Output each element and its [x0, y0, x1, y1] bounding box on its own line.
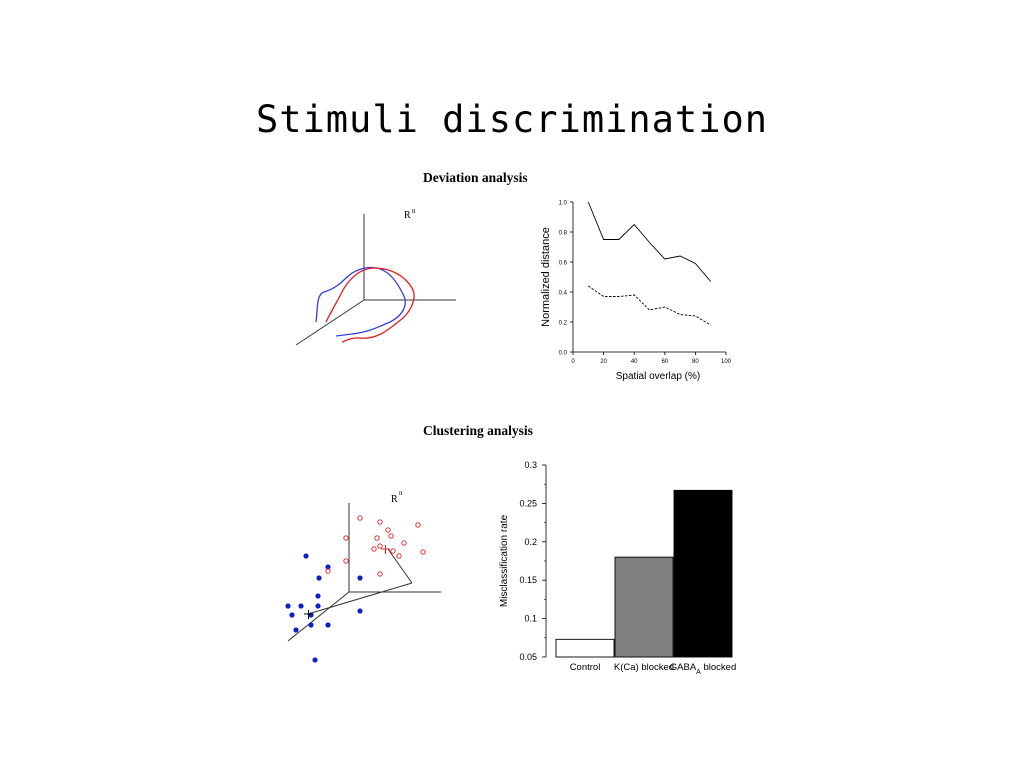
- blue-cluster-point: [357, 575, 363, 581]
- blue-cluster-point: [325, 622, 331, 628]
- clustering-analysis-title: Clustering analysis: [423, 423, 533, 438]
- cluster-axes: [287, 503, 441, 642]
- red-cluster-point: [357, 515, 363, 521]
- blue-cluster-point: [285, 603, 291, 609]
- solid-series-line: [587, 201, 712, 282]
- red-cluster-point: [374, 535, 380, 541]
- red-cluster-point: [385, 527, 391, 533]
- red-cluster-point: [377, 519, 383, 525]
- trajectory-space-superscript: n: [412, 207, 416, 215]
- line-chart-x-tick-label: 100: [721, 359, 732, 365]
- bar-chart-y-tick-label: 0.15: [519, 575, 537, 585]
- red-cluster-point: [377, 543, 383, 549]
- bar-chart-y-tick-label: 0.1: [524, 614, 537, 624]
- blue-cluster-point: [312, 657, 318, 663]
- deviation-analysis-title: Deviation analysis: [423, 170, 528, 185]
- line-chart-x-tick-label: 80: [692, 359, 699, 365]
- cluster-diagram: R n: [285, 489, 441, 663]
- red-cluster-point: [415, 522, 421, 528]
- slide-title: Stimuli discrimination: [255, 98, 769, 141]
- bar-category-label: GABAA blocked: [670, 662, 736, 676]
- blue-cluster-point: [308, 612, 314, 618]
- line-chart-x-axis-label: Spatial overlap (%): [616, 371, 700, 382]
- line-chart-y-tick-label: 0.6: [559, 261, 568, 267]
- blue-cluster-point: [325, 564, 331, 570]
- normalized-distance-chart: 0.0 0.2 0.4 0.6 0.8 1.0 0 20 40 60 80 100 Normaliz…: [540, 201, 732, 383]
- line-chart-y-tick-label: 0.8: [559, 231, 568, 237]
- cluster-space-superscript: n: [399, 489, 403, 497]
- line-chart-x-tick-label: 20: [600, 359, 607, 365]
- blue-cluster-point: [315, 593, 321, 599]
- line-chart-x-tick-label: 0: [571, 359, 575, 365]
- red-cluster-point: [325, 568, 331, 574]
- bar-chart-y-tick-label: 0.2: [524, 537, 537, 547]
- line-chart-y-tick-label: 0.2: [559, 321, 568, 327]
- bar-category-label: Control: [570, 662, 601, 673]
- line-chart-y-tick-label: 0.4: [559, 291, 568, 297]
- bar-3: [673, 489, 733, 658]
- line-chart-y-tick-label: 1.0: [559, 201, 568, 207]
- blue-cluster-point: [303, 553, 309, 559]
- bar-chart-y-tick-label: 0.05: [519, 652, 537, 662]
- red-cluster-point: [401, 540, 407, 546]
- trajectory-axis-depth: [295, 299, 365, 346]
- blue-cluster-point: [316, 575, 322, 581]
- red-cluster-point: [396, 553, 402, 559]
- line-chart-y-tick-label: 0.0: [559, 351, 568, 357]
- trajectory-space-label: R: [404, 210, 411, 221]
- blue-cluster-point: [315, 603, 321, 609]
- red-cluster-point: [420, 549, 426, 555]
- line-chart-x-tick-label: 60: [661, 359, 668, 365]
- blue-cluster-point: [289, 612, 295, 618]
- bar-chart-y-tick-label: 0.3: [524, 460, 537, 470]
- cluster-distance-line-2: [387, 548, 413, 584]
- bar-chart-y-tick-label: 0.25: [519, 498, 537, 508]
- blue-cluster-point: [293, 627, 299, 633]
- blue-cluster-point: [298, 603, 304, 609]
- misclassification-chart: 0.05 0.1 0.15 0.2 0.25 0.3 Control K(Ca) block…: [499, 460, 736, 676]
- line-chart-y-axis-label: Normalized distance: [540, 227, 552, 327]
- bar-1: [555, 638, 615, 658]
- bar-category-label: K(Ca) blocked: [614, 662, 674, 673]
- trajectory-red-curve: [325, 267, 415, 343]
- cluster-distance-line-1: [307, 582, 413, 615]
- trajectory-axes: [295, 214, 456, 346]
- blue-cluster-point: [357, 608, 363, 614]
- red-cluster-point: [343, 558, 349, 564]
- bar-chart-y-axis-label: Misclassification rate: [499, 514, 510, 607]
- trajectory-diagram: R n: [295, 207, 456, 346]
- red-cluster-point: [371, 546, 377, 552]
- bar-2: [614, 556, 674, 658]
- cluster-axis-depth: [287, 591, 350, 642]
- cluster-space-label: R: [391, 494, 398, 505]
- red-cluster-point: [343, 535, 349, 541]
- blue-cluster-point: [308, 622, 314, 628]
- red-cluster-point: [377, 571, 383, 577]
- line-chart-x-tick-label: 40: [631, 359, 638, 365]
- centroid-markers: [304, 545, 390, 619]
- dashed-series-line: [588, 285, 711, 326]
- red-cluster-point: [388, 533, 394, 539]
- red-cluster-point: [390, 548, 396, 554]
